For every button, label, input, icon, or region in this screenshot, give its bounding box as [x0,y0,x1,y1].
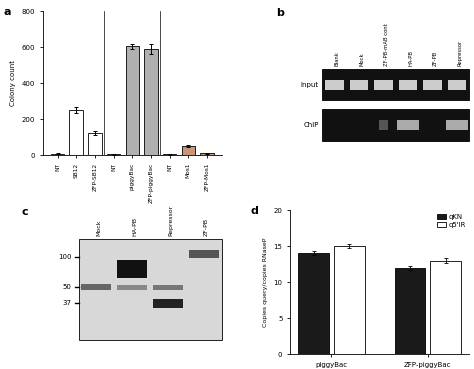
Bar [446,120,468,130]
Bar [163,154,176,155]
Text: Mock: Mock [96,220,101,236]
Legend: qKN, q5'IR: qKN, q5'IR [438,214,466,228]
Text: ZF-PB: ZF-PB [432,51,438,66]
Bar [107,154,120,155]
Text: a: a [3,7,11,17]
Text: 100: 100 [58,254,72,260]
Text: ChIP: ChIP [303,122,319,128]
Text: b: b [276,8,283,18]
Bar [397,120,419,130]
Bar [322,69,469,100]
Text: ZF-PB: ZF-PB [204,218,209,236]
Bar [350,80,368,90]
Bar [182,146,195,155]
Bar [144,49,158,155]
Bar [88,133,101,155]
Text: Repressor: Repressor [168,205,173,236]
Bar [117,285,147,290]
Text: Repressor: Repressor [457,39,462,66]
Text: ZF-PB-mAB cont: ZF-PB-mAB cont [383,23,389,66]
Bar [153,300,183,307]
Text: d: d [251,206,258,216]
Bar [399,80,417,90]
Y-axis label: Colony count: Colony count [10,60,16,106]
Bar [70,110,83,155]
Bar [448,80,466,90]
Bar [51,154,64,155]
Bar [334,246,365,354]
Text: HA-PB: HA-PB [132,217,137,236]
Text: 37: 37 [63,300,72,307]
Text: Mock: Mock [359,52,364,66]
Bar [79,239,222,340]
Y-axis label: Copies query/copies RNaseP: Copies query/copies RNaseP [263,238,268,327]
Text: HA-PB: HA-PB [408,50,413,66]
Text: c: c [21,207,28,217]
Text: 50: 50 [63,284,72,290]
Text: Input: Input [301,82,319,87]
Bar [430,261,461,354]
Bar [189,251,219,258]
Bar [322,109,469,141]
Bar [201,154,214,155]
Bar [379,120,388,130]
Bar [126,46,139,155]
Bar [298,253,329,354]
Bar [153,285,183,290]
Bar [374,80,392,90]
Text: Blank: Blank [335,51,339,66]
Bar [117,260,147,278]
Bar [82,284,111,290]
Bar [325,80,344,90]
Bar [394,268,426,354]
Bar [423,80,442,90]
